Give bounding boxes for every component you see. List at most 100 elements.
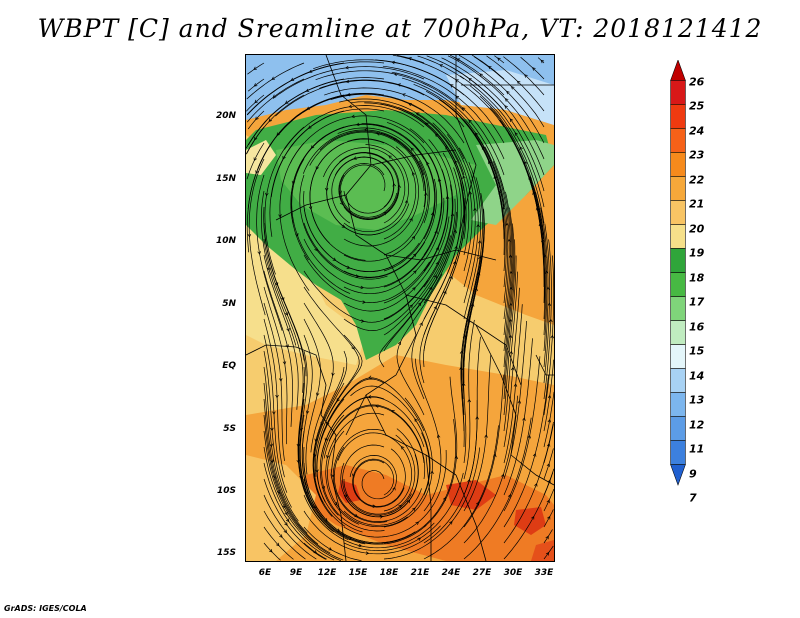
colorbar-label: 11	[689, 442, 705, 456]
streamline-arrow	[414, 418, 418, 422]
streamline-arrow	[507, 494, 512, 498]
streamline-arrow	[321, 485, 326, 490]
streamline	[397, 55, 425, 64]
streamline-arrow	[358, 543, 363, 548]
red-patch-1	[338, 480, 361, 503]
streamline-arrow	[362, 300, 366, 304]
streamline-arrow	[478, 255, 482, 260]
colorbar-label: 22	[689, 173, 705, 187]
wbpt-map	[246, 55, 554, 561]
colorbar-bottom-arrow	[670, 464, 686, 486]
streamline-arrow	[281, 297, 285, 301]
streamline-arrow	[547, 394, 552, 399]
streamline-arrow	[334, 501, 338, 506]
streamline-arrow	[454, 160, 458, 164]
streamline-arrow	[461, 382, 466, 386]
colorbar-box	[670, 152, 686, 177]
streamline-arrow	[285, 344, 289, 349]
streamline-arrow	[455, 79, 459, 83]
streamline-arrow	[508, 318, 513, 323]
streamline-arrow	[306, 106, 311, 110]
streamline-arrow	[269, 443, 274, 448]
streamline-arrow	[266, 267, 271, 271]
streamline	[473, 56, 545, 128]
lon-label-6e: 6E	[258, 568, 272, 578]
streamline-arrow	[299, 475, 303, 480]
streamline-arrow	[351, 346, 355, 350]
streamline-arrow	[534, 483, 538, 487]
streamline-arrow	[397, 341, 401, 346]
blue-light	[446, 70, 554, 125]
streamline-arrow	[430, 211, 435, 216]
lon-label-15e: 15E	[348, 568, 368, 578]
streamline-arrow	[360, 285, 365, 290]
streamline-arrow	[279, 378, 283, 382]
streamline-arrow	[527, 434, 531, 439]
streamline-arrow	[547, 418, 552, 423]
streamline-arrow	[532, 67, 536, 71]
streamline-arrow	[459, 366, 463, 370]
streamline-arrow	[435, 246, 440, 251]
streamline-arrow	[514, 132, 518, 136]
colorbar-label: 15	[689, 344, 705, 358]
streamline-arrow	[479, 73, 483, 77]
colorbar-label: 7	[689, 491, 697, 505]
streamline-arrow	[400, 446, 405, 450]
streamline-arrow	[404, 199, 409, 204]
streamline-arrow	[436, 434, 441, 438]
streamline-arrow	[253, 157, 257, 162]
streamline-arrow	[315, 469, 319, 474]
streamline-arrow	[255, 116, 259, 121]
streamline-arrow	[279, 534, 283, 538]
streamline-arrow	[254, 136, 258, 141]
streamline-arrow	[308, 125, 312, 129]
streamline	[247, 78, 265, 92]
streamline	[263, 526, 294, 560]
streamline	[503, 421, 554, 544]
streamline-arrow	[351, 114, 355, 119]
lon-label-9e: 9E	[289, 568, 303, 578]
streamline-arrow	[531, 515, 535, 520]
streamline-arrow	[545, 535, 549, 540]
lat-label-eq: EQ	[222, 361, 236, 371]
streamline	[417, 55, 465, 80]
streamline-arrow	[348, 536, 353, 541]
colorbar-top-arrow	[670, 60, 686, 81]
streamline-arrow	[437, 178, 442, 182]
streamline-arrow	[282, 361, 287, 365]
colorbar-label: 17	[689, 295, 705, 309]
streamline-arrow	[433, 305, 437, 310]
dark-orange-south	[306, 465, 554, 561]
streamline-arrow	[372, 504, 377, 509]
colorbar	[670, 60, 686, 486]
streamline-arrow	[351, 473, 356, 478]
colorbar-box	[670, 344, 686, 369]
lat-label-15s: 15S	[216, 548, 236, 558]
streamline-arrow	[455, 95, 460, 99]
colorbar-box	[670, 128, 686, 153]
streamline-arrow	[268, 549, 273, 553]
streamline-arrow	[424, 192, 428, 196]
streamline-arrow	[508, 334, 513, 339]
streamline-arrow	[467, 478, 471, 483]
streamline-arrow	[270, 427, 274, 432]
streamline-arrow	[255, 170, 259, 174]
streamline-arrow	[467, 398, 472, 403]
streamline-arrow	[412, 253, 417, 257]
streamline-arrow	[278, 214, 282, 218]
colorbar-label: 13	[689, 393, 705, 407]
streamline	[503, 472, 554, 560]
streamline-arrow	[392, 182, 396, 187]
grads-credit: GrADS: IGES/COLA	[4, 604, 87, 613]
streamline-arrow	[308, 69, 313, 74]
streamline-arrow	[550, 334, 554, 339]
red-patch-2	[446, 480, 496, 510]
colorbar-label: 19	[689, 246, 705, 260]
streamline-arrow	[254, 99, 258, 104]
streamline-arrow	[367, 395, 372, 399]
lon-label-27e: 27E	[472, 568, 492, 578]
streamline	[543, 509, 554, 528]
streamline	[494, 55, 505, 64]
streamline-arrow	[417, 302, 422, 306]
streamline-arrow	[504, 105, 508, 109]
